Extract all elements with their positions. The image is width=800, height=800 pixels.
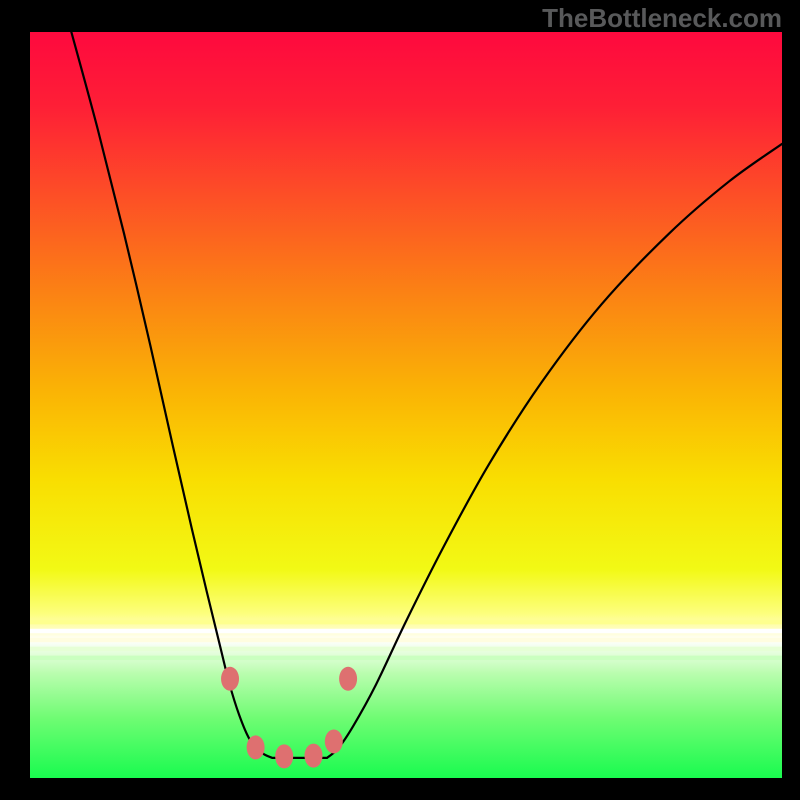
watermark-text: TheBottleneck.com: [542, 3, 782, 34]
gradient-background: [30, 32, 782, 778]
curve-marker: [305, 744, 323, 768]
chart-svg: [30, 32, 782, 778]
curve-marker: [325, 729, 343, 753]
frame-left: [0, 0, 30, 800]
frame-bottom: [0, 778, 800, 800]
curve-marker: [275, 744, 293, 768]
plot-area: [30, 32, 782, 778]
frame-right: [782, 0, 800, 800]
curve-marker: [339, 667, 357, 691]
curve-marker: [221, 667, 239, 691]
curve-marker: [247, 735, 265, 759]
